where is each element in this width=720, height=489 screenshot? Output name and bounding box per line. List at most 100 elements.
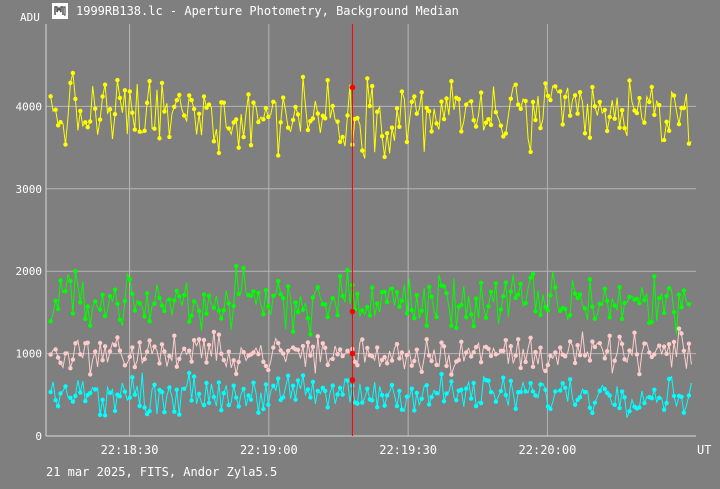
data-point bbox=[68, 80, 73, 86]
data-point bbox=[488, 289, 494, 294]
data-point bbox=[234, 117, 239, 122]
data-point bbox=[530, 364, 536, 369]
data-point bbox=[93, 387, 98, 392]
data-point bbox=[100, 397, 105, 402]
data-point bbox=[130, 110, 135, 115]
data-point bbox=[657, 343, 662, 348]
data-point bbox=[637, 301, 642, 306]
data-point bbox=[315, 285, 320, 290]
data-point bbox=[187, 93, 192, 98]
data-point bbox=[647, 99, 652, 105]
data-point bbox=[53, 107, 58, 112]
data-point bbox=[464, 102, 469, 107]
data-point bbox=[276, 340, 281, 346]
data-point bbox=[590, 84, 595, 90]
data-point bbox=[83, 398, 88, 404]
data-point bbox=[256, 351, 261, 357]
data-point bbox=[577, 292, 583, 297]
data-point bbox=[538, 125, 543, 131]
data-point bbox=[501, 294, 506, 299]
data-point bbox=[256, 119, 261, 125]
data-point bbox=[93, 349, 98, 354]
data-point bbox=[486, 378, 491, 383]
data-point bbox=[409, 99, 414, 105]
data-point bbox=[444, 363, 449, 369]
data-point bbox=[634, 110, 640, 116]
data-point bbox=[216, 308, 222, 313]
data-point bbox=[263, 382, 269, 387]
data-point bbox=[389, 382, 395, 388]
data-point bbox=[513, 295, 518, 301]
data-point bbox=[93, 106, 98, 111]
data-point bbox=[132, 308, 137, 313]
data-point bbox=[97, 117, 103, 122]
data-point bbox=[558, 308, 563, 313]
y-tick-label: 1000 bbox=[16, 348, 43, 361]
data-point bbox=[597, 341, 602, 346]
data-point bbox=[587, 135, 593, 140]
data-point bbox=[439, 340, 444, 345]
data-point bbox=[97, 340, 103, 346]
data-point bbox=[459, 339, 464, 344]
data-point bbox=[241, 386, 246, 392]
data-point bbox=[471, 380, 476, 386]
data-point bbox=[112, 408, 118, 414]
data-point bbox=[276, 278, 281, 284]
data-point bbox=[360, 337, 365, 342]
data-point bbox=[219, 316, 224, 321]
data-point bbox=[617, 334, 622, 339]
data-point bbox=[498, 388, 504, 394]
data-point bbox=[414, 390, 419, 396]
data-point bbox=[206, 293, 212, 298]
data-point bbox=[177, 412, 182, 417]
data-point bbox=[355, 291, 360, 296]
cursor-marker bbox=[349, 350, 356, 357]
data-point bbox=[666, 342, 672, 347]
title-bar[interactable]: 1999RB138.lc - Aperture Photometry, Back… bbox=[0, 0, 720, 24]
data-point bbox=[281, 95, 286, 100]
data-point bbox=[162, 349, 167, 354]
data-point bbox=[513, 353, 518, 358]
data-point bbox=[508, 378, 513, 384]
data-point bbox=[553, 84, 558, 89]
data-point bbox=[676, 292, 682, 297]
data-point bbox=[379, 392, 385, 398]
data-point bbox=[144, 349, 150, 354]
data-point bbox=[78, 352, 83, 357]
data-point bbox=[48, 94, 53, 99]
data-point bbox=[88, 323, 93, 328]
data-point bbox=[597, 388, 602, 393]
data-point bbox=[471, 324, 476, 329]
data-point bbox=[681, 410, 687, 415]
data-point bbox=[414, 292, 419, 298]
cursor-marker bbox=[349, 308, 356, 315]
data-point bbox=[152, 344, 157, 349]
series-4 bbox=[48, 370, 692, 418]
data-point bbox=[642, 297, 647, 303]
data-point bbox=[533, 309, 538, 314]
data-point bbox=[538, 382, 543, 387]
data-point bbox=[55, 123, 61, 128]
data-point bbox=[602, 386, 607, 392]
data-point bbox=[251, 100, 256, 105]
data-point bbox=[278, 120, 283, 125]
data-point bbox=[172, 333, 177, 338]
series-line bbox=[50, 266, 692, 335]
data-point bbox=[204, 360, 209, 365]
data-point bbox=[100, 358, 105, 363]
data-point bbox=[545, 93, 551, 99]
data-point bbox=[365, 386, 370, 391]
data-point bbox=[459, 129, 464, 134]
data-point bbox=[652, 274, 657, 279]
data-point bbox=[189, 313, 194, 318]
data-point bbox=[634, 352, 640, 357]
data-point bbox=[144, 100, 150, 106]
data-point bbox=[285, 284, 291, 289]
data-point bbox=[219, 408, 224, 413]
data-point bbox=[157, 136, 162, 141]
data-point bbox=[605, 298, 610, 304]
data-point bbox=[394, 290, 400, 295]
data-point bbox=[102, 82, 108, 87]
data-point bbox=[295, 347, 301, 352]
